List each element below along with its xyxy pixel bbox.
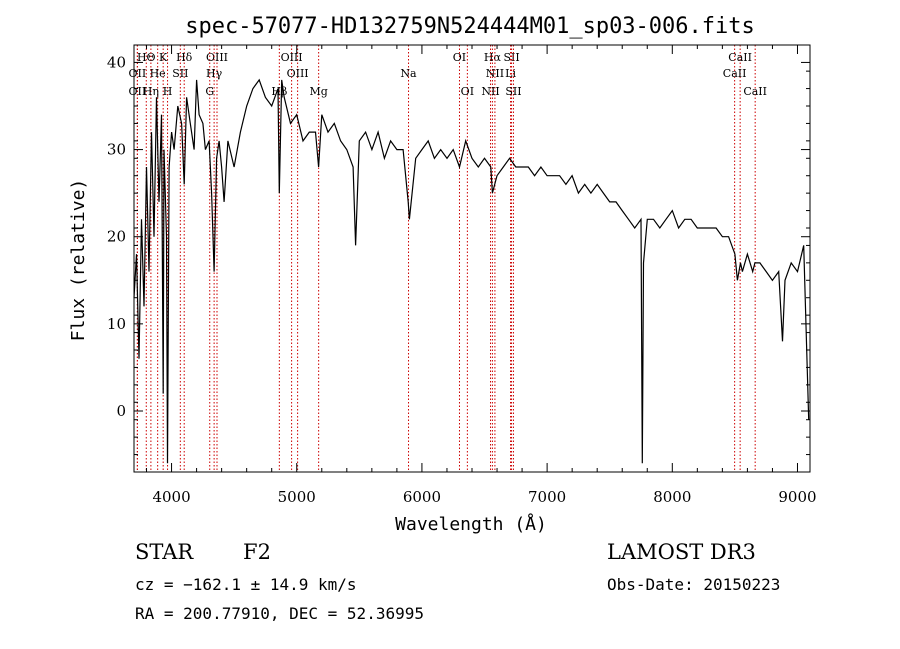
observation-date: Obs-Date: 20150223	[607, 575, 781, 594]
marker-label-Na: Na	[400, 67, 417, 80]
marker-label-CaII: CaII	[723, 67, 747, 80]
y-tick-label-40: 40	[107, 53, 126, 71]
redshift-cz: cz = −162.1 ± 14.9 km/s	[135, 575, 357, 594]
x-tick-label-8000: 8000	[653, 488, 691, 506]
marker-label-SII: SII	[503, 51, 519, 64]
x-axis-label: Wavelength (Å)	[395, 513, 547, 535]
marker-label-OIII: OIII	[281, 51, 303, 64]
marker-label-Mg: Mg	[309, 85, 327, 98]
chart-title: spec-57077-HD132759N524444M01_sp03-006.f…	[185, 14, 755, 39]
x-tick-label-7000: 7000	[528, 488, 566, 506]
marker-label-NII: NII	[481, 85, 499, 98]
marker-label-Hβ: Hβ	[271, 85, 287, 98]
marker-label-SII: SII	[172, 67, 188, 80]
marker-label-K: K	[159, 51, 168, 64]
survey-name: LAMOST DR3	[607, 540, 756, 564]
x-tick-label-6000: 6000	[403, 488, 441, 506]
marker-label-H: H	[163, 85, 173, 98]
x-tick-label-9000: 9000	[778, 488, 816, 506]
marker-label-OI: OI	[461, 85, 474, 98]
y-tick-label-10: 10	[107, 315, 126, 333]
marker-label-Hα: Hα	[484, 51, 502, 64]
plot-frame	[133, 44, 811, 473]
marker-label-CaII: CaII	[743, 85, 767, 98]
marker-label-He: He	[150, 67, 166, 80]
marker-label-Hδ: Hδ	[176, 51, 193, 64]
y-tick-label-0: 0	[116, 402, 126, 420]
marker-label-SII: SII	[505, 85, 521, 98]
x-tick-label-5000: 5000	[278, 488, 316, 506]
y-axis-label: Flux (relative)	[68, 179, 89, 342]
marker-label-CaII: CaII	[728, 51, 752, 64]
y-tick-label-30: 30	[107, 141, 126, 159]
marker-label-G: G	[205, 85, 214, 98]
object-class: STAR	[135, 540, 194, 564]
coordinates: RA = 200.77910, DEC = 52.36995	[135, 604, 424, 623]
marker-label-OI: OI	[453, 51, 466, 64]
marker-label-Hγ: Hγ	[206, 67, 223, 80]
spectral-subclass: F2	[243, 540, 271, 564]
y-tick-label-20: 20	[107, 228, 126, 246]
marker-label-HΘ: HΘ	[137, 51, 156, 64]
axis-ticks: 4000 5000 6000 7000 8000 9000 0 10 20 30 40	[107, 45, 817, 506]
marker-label-OIII: OIII	[287, 67, 309, 80]
marker-label-OIII: OIII	[206, 51, 228, 64]
spectrum-series	[133, 78, 810, 464]
marker-label-NII: NII	[486, 67, 504, 80]
spectrum-line	[133, 78, 810, 464]
marker-label-Hη: Hη	[143, 85, 159, 98]
x-tick-label-4000: 4000	[152, 488, 190, 506]
marker-label-OII: OII	[129, 85, 147, 98]
marker-label-Li: Li	[505, 67, 516, 80]
